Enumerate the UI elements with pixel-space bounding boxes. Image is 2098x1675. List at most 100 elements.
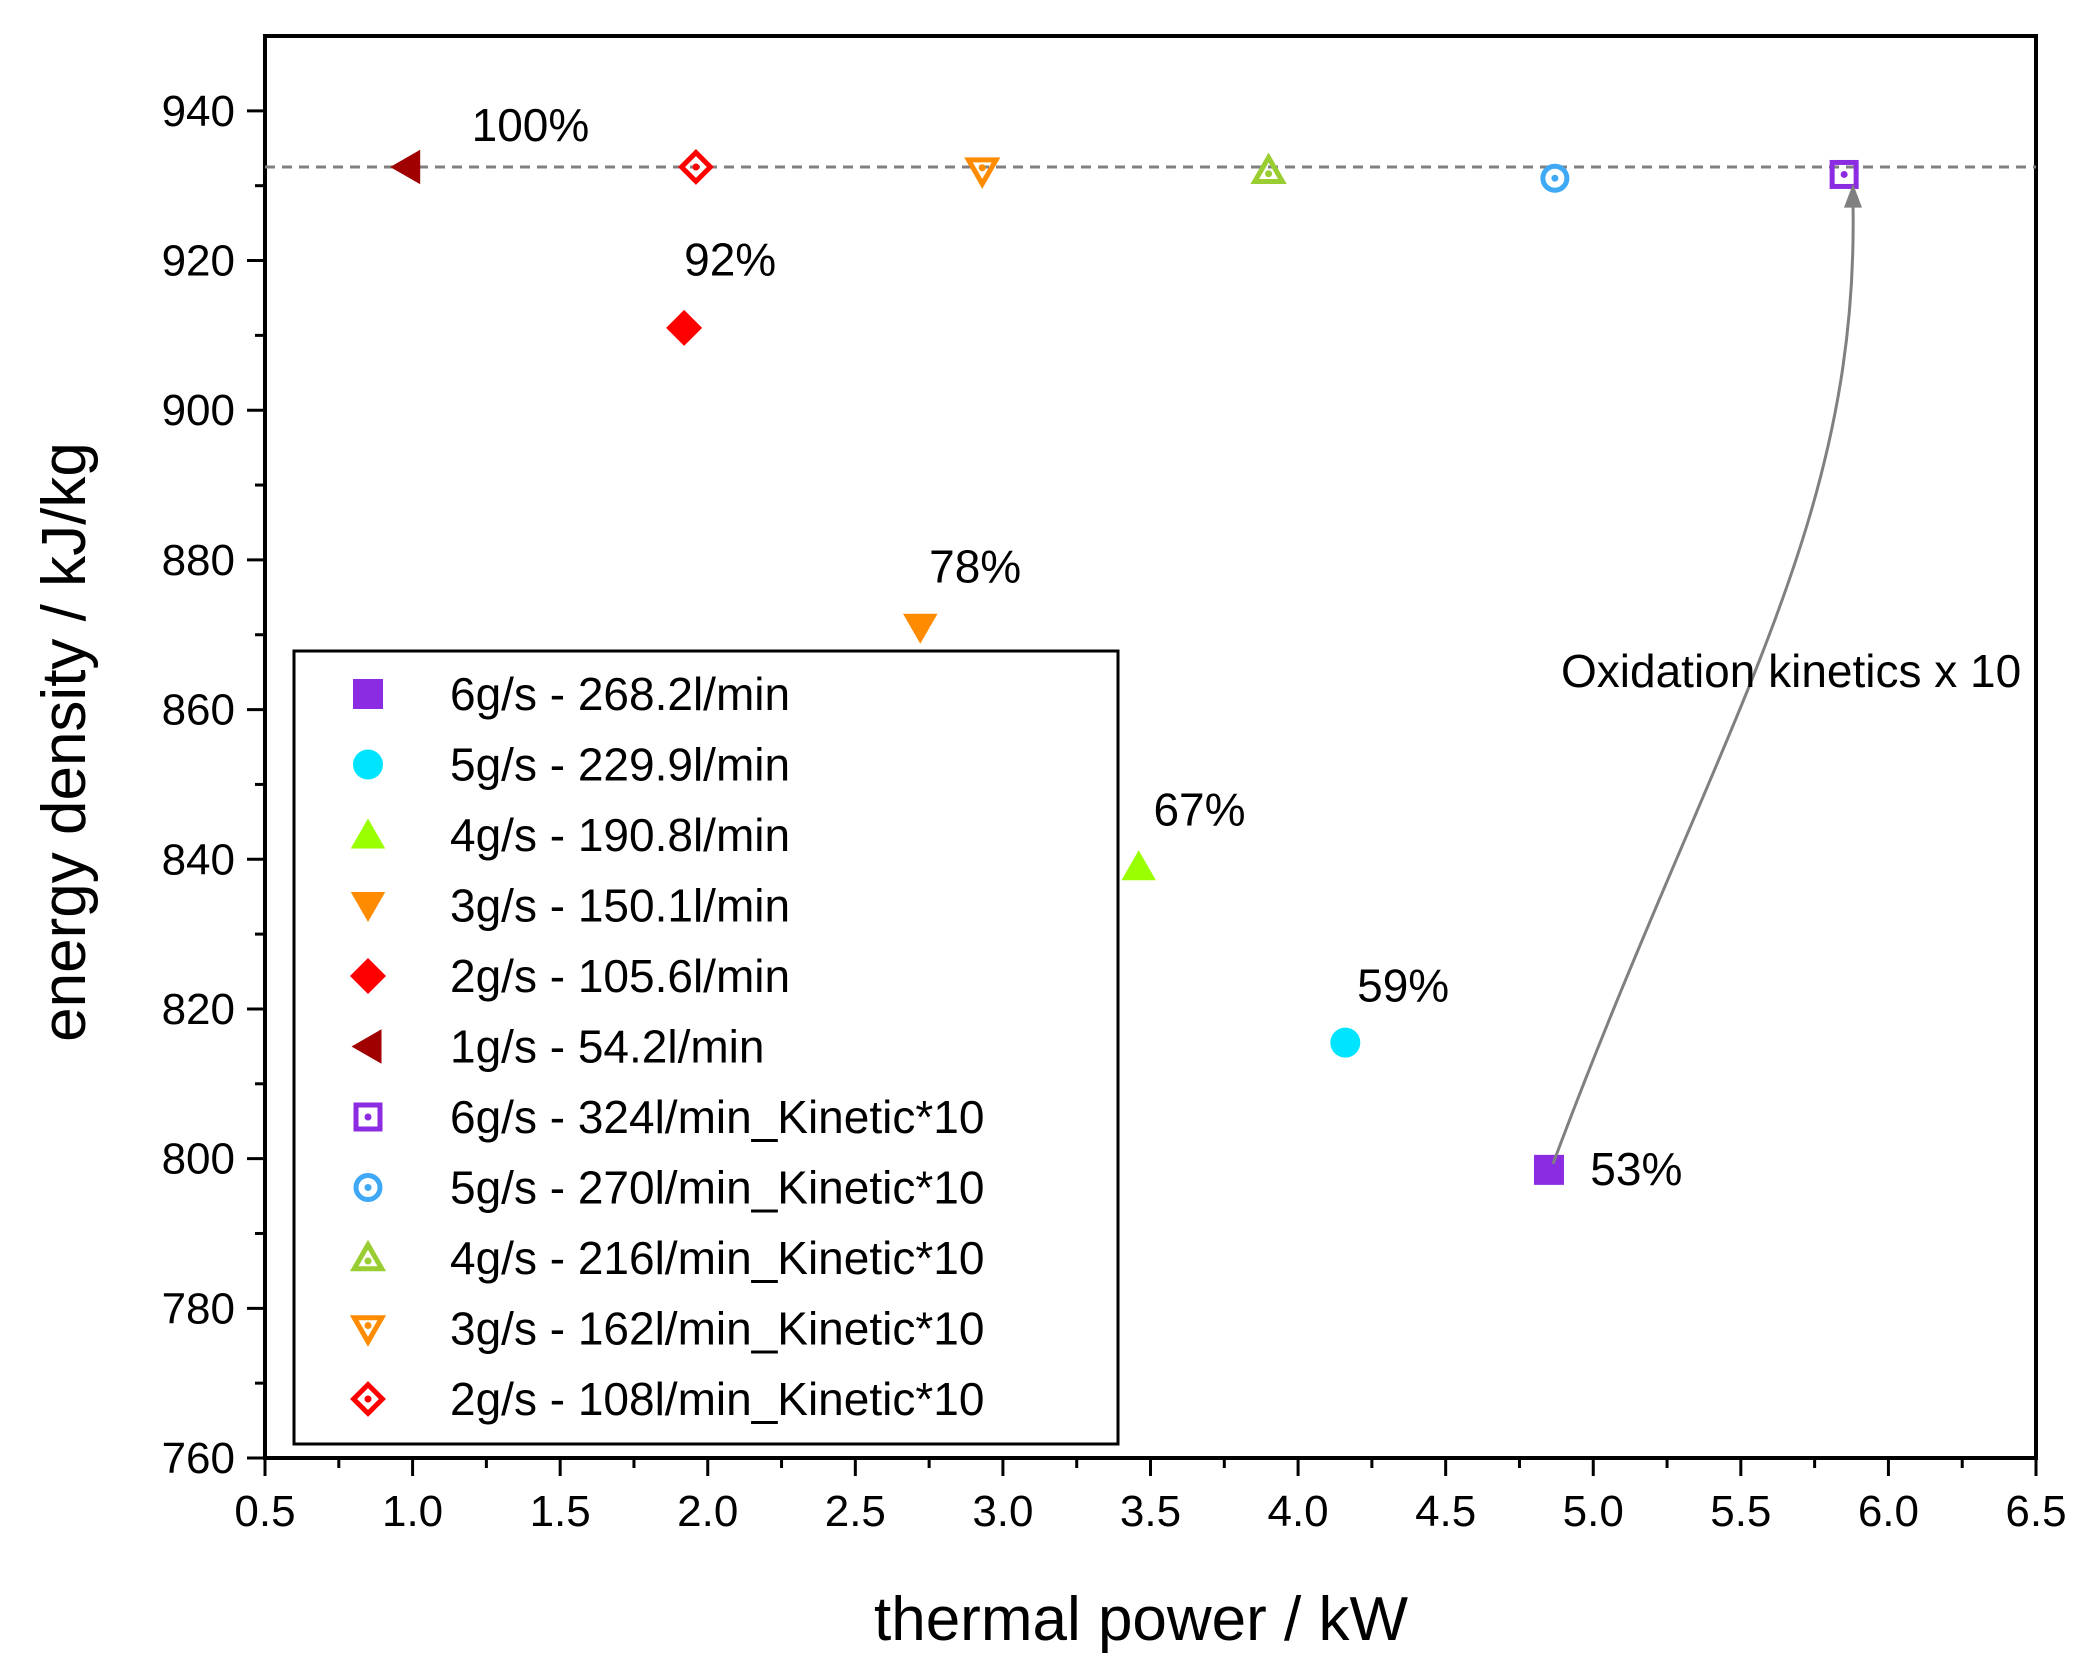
annotation-label: Oxidation kinetics x 10 [1561, 645, 2021, 697]
marker-center-dot [364, 1395, 372, 1403]
data-point-series-8 [1250, 152, 1287, 185]
legend-marker [353, 749, 383, 780]
legend-marker [353, 1173, 383, 1202]
data-point-series-6 [1829, 159, 1859, 189]
y-tick-label: 900 [162, 386, 235, 435]
marker-shape [353, 1173, 383, 1202]
y-tick-label: 820 [162, 985, 235, 1034]
x-axis-title: thermal power / kW [874, 1585, 1409, 1654]
y-tick-label: 780 [162, 1284, 235, 1333]
x-tick-label: 6.0 [1858, 1487, 1919, 1536]
legend-marker [350, 818, 386, 849]
x-tick-label: 4.5 [1415, 1487, 1476, 1536]
x-tick-label: 3.0 [972, 1487, 1033, 1536]
marker-center-dot [1265, 170, 1273, 178]
marker-shape [349, 1239, 387, 1272]
legend-marker [350, 1381, 386, 1417]
x-tick-label: 3.5 [1120, 1487, 1181, 1536]
marker-shape [350, 958, 386, 994]
marker-center-dot [364, 1257, 372, 1265]
legend: 6g/s - 268.2l/min 5g/s - 229.9l/min 4g/s -… [292, 649, 1120, 1446]
legend-marker [350, 892, 386, 922]
legend-entry-label: 2g/s - 105.6l/min [450, 950, 790, 1002]
legend-marker [351, 1029, 382, 1064]
marker-shape [350, 1381, 386, 1417]
marker-shape [1540, 163, 1570, 193]
y-tick-label: 760 [162, 1434, 235, 1483]
y-tick-label: 840 [162, 835, 235, 884]
annotation-label: 100% [472, 99, 590, 151]
marker-shape [964, 157, 1001, 189]
annotation-label: 53% [1590, 1143, 1682, 1195]
legend-marker [353, 1102, 383, 1132]
y-tick-label: 920 [162, 237, 235, 286]
marker-center-dot [364, 1184, 372, 1191]
legend-entry-label: 2g/s - 108l/min_Kinetic*10 [450, 1373, 984, 1425]
kinetics-arrow-head [1843, 183, 1862, 208]
data-point-series-1 [1330, 1027, 1361, 1058]
legend-entry-label: 6g/s - 324l/min_Kinetic*10 [450, 1091, 984, 1143]
annotation-label: 92% [684, 233, 776, 285]
x-tick-label: 5.0 [1563, 1487, 1624, 1536]
y-axis-title: energy density / kJ/kg [30, 442, 99, 1042]
marker-center-dot [1840, 170, 1848, 178]
data-point-series-4 [666, 309, 703, 346]
x-tick-label: 1.0 [382, 1487, 443, 1536]
marker-shape [353, 1102, 383, 1132]
data-point-series-0 [1533, 1154, 1564, 1185]
annotation-label: 67% [1153, 784, 1245, 836]
kinetics-arrow [1551, 203, 1855, 1165]
marker-shape [666, 309, 703, 346]
data-point-series-9 [964, 157, 1001, 189]
marker-shape [350, 818, 386, 849]
marker-shape [353, 749, 383, 780]
marker-shape [903, 613, 938, 644]
legend-entry-label: 4g/s - 216l/min_Kinetic*10 [450, 1232, 984, 1284]
marker-shape [1250, 152, 1287, 185]
marker-center-dot [364, 1113, 372, 1121]
data-point-series-7 [1540, 163, 1570, 193]
y-tick-label: 880 [162, 536, 235, 585]
legend-marker [350, 958, 386, 994]
marker-shape [353, 679, 383, 709]
legend-marker [349, 1239, 387, 1272]
x-tick-label: 1.5 [530, 1487, 591, 1536]
x-tick-label: 4.0 [1267, 1487, 1328, 1536]
chart-marks: 100% 92% 78% 67% 59% 53% Oxidation kinetics x … [265, 99, 2036, 1195]
x-tick-label: 2.0 [677, 1487, 738, 1536]
legend-entry-label: 5g/s - 229.9l/min [450, 739, 790, 791]
legend-marker [353, 679, 383, 709]
annotation-label: 59% [1357, 959, 1449, 1011]
legend-marker [349, 1315, 387, 1347]
y-tick-label: 860 [162, 686, 235, 735]
marker-center-dot [364, 1322, 372, 1329]
legend-entry-label: 6g/s - 268.2l/min [450, 668, 790, 720]
y-tick-label: 800 [162, 1135, 235, 1184]
y-tick-label: 940 [162, 87, 235, 136]
legend-entry-label: 5g/s - 270l/min_Kinetic*10 [450, 1162, 984, 1214]
marker-shape [351, 1029, 382, 1064]
legend-entry-label: 3g/s - 150.1l/min [450, 880, 790, 932]
x-tick-label: 2.5 [825, 1487, 886, 1536]
marker-center-dot [978, 164, 986, 172]
marker-center-dot [1551, 174, 1559, 182]
marker-shape [1121, 850, 1156, 881]
marker-shape [1829, 159, 1859, 189]
marker-shape [349, 1315, 387, 1347]
marker-shape [678, 149, 714, 185]
data-point-series-3 [903, 613, 938, 644]
annotation-label: 78% [929, 540, 1021, 592]
x-tick-label: 5.5 [1710, 1487, 1771, 1536]
marker-shape [390, 149, 421, 185]
legend-box [292, 649, 1120, 1446]
marker-shape [1330, 1027, 1361, 1058]
legend-entry-label: 4g/s - 190.8l/min [450, 809, 790, 861]
legend-entry-label: 1g/s - 54.2l/min [450, 1021, 764, 1073]
marker-shape [350, 892, 386, 922]
data-point-series-2 [1121, 850, 1156, 881]
x-tick-label: 0.5 [234, 1487, 295, 1536]
chart-base: 0.5 1.0 1.5 2.0 2.5 3.0 3.5 4.0 4.5 5.0 5.5 6.0 6.5 7… [162, 34, 2067, 1536]
legend-entry-label: 3g/s - 162l/min_Kinetic*10 [450, 1303, 984, 1355]
data-point-series-10 [678, 149, 714, 185]
